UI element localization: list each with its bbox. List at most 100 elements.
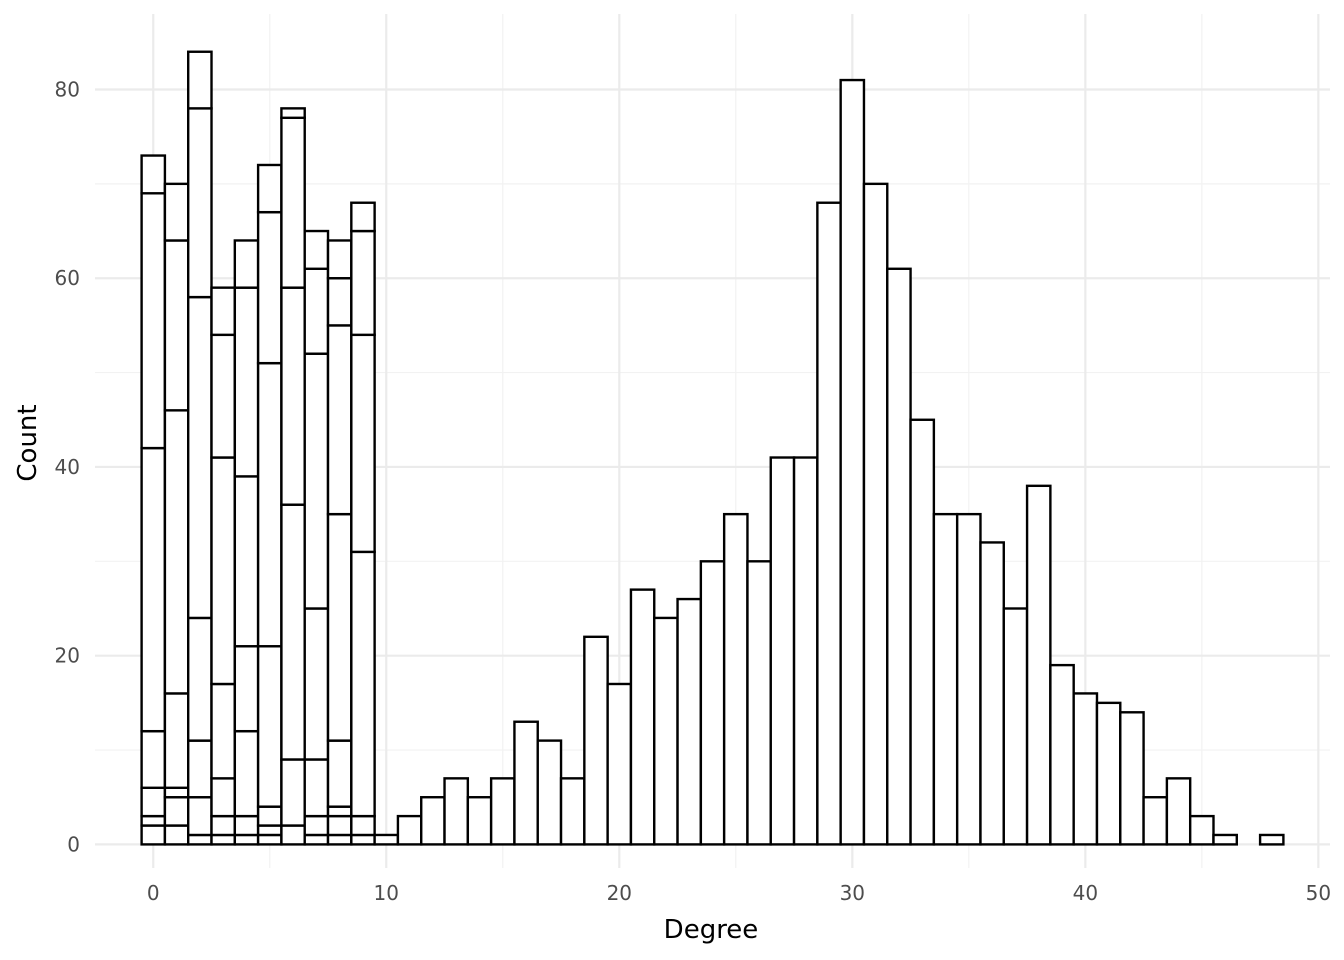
bar-segment-degree-2-3 bbox=[187, 739, 213, 799]
bar-segment-degree-5-6 bbox=[256, 210, 283, 365]
y-tick-label: 80 bbox=[55, 77, 80, 101]
bar-segment-degree-6-3 bbox=[280, 503, 306, 761]
bar-segment-degree-5-4 bbox=[256, 645, 283, 808]
bar-segment-degree-5-1 bbox=[256, 833, 283, 846]
y-axis-tick-labels: 0 20 40 60 80 bbox=[55, 77, 80, 856]
bar-segment-degree-1-1 bbox=[163, 824, 190, 846]
bar-degree-22 bbox=[653, 616, 679, 846]
bar-degree-17 bbox=[536, 739, 563, 846]
bar-segment-degree-4-6 bbox=[233, 286, 260, 478]
bar-segment-degree-4-7 bbox=[233, 239, 260, 289]
bar-segment-degree-2-7 bbox=[187, 50, 213, 110]
bar-segment-degree-4-2 bbox=[233, 814, 260, 837]
bar-degree-26 bbox=[746, 560, 772, 846]
bar-segment-degree-7-5 bbox=[303, 352, 330, 610]
bar-segment-degree-0-7 bbox=[140, 154, 167, 195]
y-tick-label: 20 bbox=[55, 644, 80, 668]
bar-degree-46 bbox=[1212, 833, 1238, 846]
bar-segment-degree-1-5 bbox=[163, 409, 190, 695]
bars bbox=[140, 50, 1285, 846]
bar-segment-degree-1-7 bbox=[163, 182, 190, 242]
bar-segment-degree-3-4 bbox=[210, 682, 237, 780]
bar-segment-degree-8-2 bbox=[326, 814, 353, 837]
bar-segment-degree-4-3 bbox=[233, 729, 260, 818]
x-tick-label: 0 bbox=[147, 881, 160, 905]
bar-segment-degree-7-7 bbox=[303, 229, 330, 270]
bar-degree-12 bbox=[420, 796, 446, 846]
bar-segment-degree-2-1 bbox=[187, 833, 213, 846]
bar-degree-20 bbox=[606, 682, 633, 846]
x-axis-title: Degree bbox=[664, 915, 759, 945]
bar-segment-degree-7-6 bbox=[303, 267, 330, 355]
bar-segment-degree-3-6 bbox=[210, 333, 237, 459]
bar-segment-degree-5-2 bbox=[256, 824, 283, 837]
bar-degree-33 bbox=[909, 418, 936, 846]
bar-degree-24 bbox=[699, 560, 726, 846]
bar-degree-30 bbox=[839, 78, 866, 846]
bar-segment-degree-1-4 bbox=[163, 692, 190, 789]
bar-segment-degree-8-4 bbox=[326, 739, 353, 808]
bar-segment-degree-5-7 bbox=[256, 163, 283, 214]
bar-segment-degree-8-1 bbox=[326, 833, 353, 846]
bar-degree-23 bbox=[676, 597, 703, 846]
bar-degree-31 bbox=[862, 182, 889, 846]
bar-segment-degree-1-6 bbox=[163, 239, 190, 412]
x-axis-tick-labels: 0 10 20 30 40 50 bbox=[147, 881, 1331, 905]
bar-segment-degree-6-6 bbox=[280, 107, 306, 120]
bar-degree-25 bbox=[722, 512, 749, 846]
y-axis-title: Count bbox=[13, 404, 43, 481]
bar-segment-degree-4-4 bbox=[233, 645, 260, 733]
bar-degree-13 bbox=[443, 777, 470, 846]
bar-segment-degree-7-3 bbox=[303, 758, 330, 818]
bar-segment-degree-6-1 bbox=[280, 824, 306, 846]
bar-segment-degree-6-5 bbox=[280, 116, 306, 289]
bar-segment-degree-1-3 bbox=[163, 786, 190, 799]
bar-degree-15 bbox=[489, 777, 516, 846]
bar-segment-degree-3-2 bbox=[210, 814, 237, 837]
bar-segment-degree-7-1 bbox=[303, 833, 330, 846]
bar-segment-degree-9-5 bbox=[350, 229, 376, 337]
bar-segment-degree-8-6 bbox=[326, 324, 353, 516]
bar-segment-degree-0-3 bbox=[140, 786, 167, 818]
x-tick-label: 20 bbox=[607, 881, 632, 905]
bar-degree-44 bbox=[1165, 777, 1192, 846]
x-tick-label: 30 bbox=[840, 881, 865, 905]
y-tick-label: 60 bbox=[55, 266, 80, 290]
bar-segment-degree-3-7 bbox=[210, 286, 237, 337]
bar-segment-degree-0-4 bbox=[140, 729, 167, 789]
bar-degree-36 bbox=[979, 541, 1005, 846]
bar-degree-42 bbox=[1119, 711, 1145, 846]
bar-segment-degree-0-2 bbox=[140, 814, 167, 827]
x-tick-label: 40 bbox=[1073, 881, 1098, 905]
bar-segment-degree-2-6 bbox=[187, 107, 213, 299]
bar-degree-10 bbox=[373, 833, 400, 846]
bar-segment-degree-4-5 bbox=[233, 475, 260, 648]
bar-segment-degree-2-4 bbox=[187, 616, 213, 742]
bar-segment-degree-2-2 bbox=[187, 796, 213, 837]
bar-segment-degree-9-6 bbox=[350, 201, 376, 233]
bar-segment-degree-9-1 bbox=[350, 833, 376, 846]
bar-degree-38 bbox=[1025, 484, 1052, 846]
bar-degree-39 bbox=[1049, 663, 1075, 846]
bar-segment-degree-3-1 bbox=[210, 833, 237, 846]
bar-degree-21 bbox=[629, 588, 656, 846]
bar-degree-32 bbox=[886, 267, 912, 846]
bar-segment-degree-4-1 bbox=[233, 833, 260, 846]
bar-degree-29 bbox=[816, 201, 842, 846]
bar-segment-degree-9-2 bbox=[350, 814, 376, 837]
bar-degree-14 bbox=[466, 796, 493, 846]
bar-degree-27 bbox=[769, 456, 796, 846]
bar-segment-degree-7-2 bbox=[303, 814, 330, 837]
bar-segment-degree-5-3 bbox=[256, 805, 283, 827]
x-tick-label: 10 bbox=[374, 881, 399, 905]
bar-degree-19 bbox=[583, 635, 609, 846]
bar-segment-degree-7-4 bbox=[303, 607, 330, 761]
bar-segment-degree-0-6 bbox=[140, 192, 167, 450]
bar-degree-16 bbox=[513, 720, 539, 846]
bar-degree-11 bbox=[396, 814, 423, 846]
bar-segment-degree-8-3 bbox=[326, 805, 353, 818]
bar-degree-48 bbox=[1258, 833, 1285, 846]
bar-segment-degree-5-5 bbox=[256, 361, 283, 648]
bar-segment-degree-3-3 bbox=[210, 777, 237, 818]
